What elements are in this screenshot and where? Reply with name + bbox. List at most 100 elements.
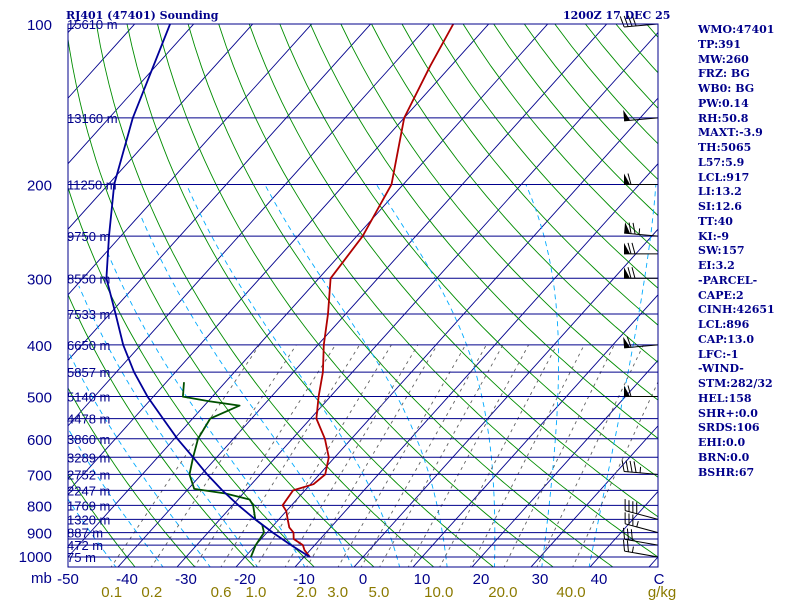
index-value: MW:260 bbox=[698, 52, 749, 66]
index-value: TP:391 bbox=[698, 37, 742, 51]
index-value: LCL:896 bbox=[698, 318, 750, 331]
wind-barb bbox=[624, 512, 659, 534]
grid-layer bbox=[0, 12, 658, 568]
plot-frame bbox=[67, 23, 659, 568]
temperature-tick-label: 0 bbox=[359, 571, 367, 588]
index-value: BRN:0.0 bbox=[698, 450, 750, 464]
mixing-ratio-line bbox=[469, 344, 585, 567]
isobar-layer bbox=[68, 23, 658, 558]
height-label: 2752 m bbox=[67, 467, 110, 482]
height-label: 3289 m bbox=[67, 450, 110, 465]
index-value: BSHR:67 bbox=[698, 465, 755, 479]
wind-barb-feather bbox=[623, 15, 629, 27]
temperature-tick-label: -40 bbox=[116, 571, 138, 588]
wind-barb-feather bbox=[627, 242, 632, 255]
indices-panel: WMO:47401 TP:391 MW:260 FRZ: BG WB0: BG PW:0.… bbox=[698, 23, 798, 480]
index-value: SRDS:106 bbox=[698, 421, 760, 435]
dry-adiabat-line bbox=[279, 24, 658, 478]
wind-barb bbox=[622, 539, 659, 558]
wind-barb-feather bbox=[621, 460, 625, 472]
dry-adiabat-line bbox=[68, 35, 375, 567]
mixing-ratio-label: 0.2 bbox=[141, 584, 162, 600]
wind-barb-feather bbox=[622, 527, 626, 540]
moist-adiabat-line bbox=[185, 184, 401, 567]
isotherm-line bbox=[68, 24, 431, 427]
mixing-ratio-line bbox=[306, 344, 438, 567]
index-value: -PARCEL- bbox=[698, 273, 758, 287]
pressure-unit-label: mb bbox=[31, 570, 52, 587]
index-value: SHR+:0.0 bbox=[698, 406, 758, 420]
isotherm-line bbox=[530, 425, 658, 567]
wind-barb bbox=[624, 242, 658, 255]
mixing-ratio-line bbox=[255, 344, 392, 567]
temperature-tick-label: 10 bbox=[414, 571, 431, 588]
index-value: SI:12.6 bbox=[698, 200, 742, 213]
pressure-tick-label: 200 bbox=[27, 177, 52, 194]
height-label: 8550 m bbox=[67, 271, 110, 286]
wind-barb-feather bbox=[622, 539, 626, 552]
mixing-ratio-line bbox=[379, 344, 504, 567]
moist-adiabat-line bbox=[376, 184, 496, 567]
wind-barb bbox=[624, 267, 658, 279]
moist-adiabat-line bbox=[588, 184, 657, 567]
index-value: STM:282/32 bbox=[698, 377, 773, 390]
temperature-tick-label: 40 bbox=[591, 571, 608, 588]
wind-barb-feather bbox=[633, 461, 637, 473]
isotherm-line bbox=[353, 228, 658, 567]
dry-adiabat-line bbox=[68, 387, 196, 567]
wind-barb-feather bbox=[619, 16, 625, 28]
pressure-tick-label: 700 bbox=[27, 467, 52, 484]
wind-barb-staff bbox=[625, 510, 659, 520]
wind-barb-feather bbox=[626, 528, 629, 540]
height-label: 2247 m bbox=[67, 483, 110, 498]
moist-adiabat-line bbox=[525, 184, 560, 567]
height-label: 9750 m bbox=[67, 229, 110, 244]
wind-barb-staff bbox=[625, 523, 659, 534]
isotherm-line bbox=[68, 24, 549, 558]
moist-adiabat-line bbox=[68, 427, 164, 567]
isotherm-line bbox=[294, 162, 658, 567]
height-label: 1769 m bbox=[67, 498, 110, 513]
wind-barb bbox=[624, 385, 658, 398]
temperature-unit-label: C bbox=[654, 571, 665, 588]
index-value: MAXT:-3.9 bbox=[698, 126, 763, 140]
wind-barb-layer bbox=[619, 15, 659, 558]
index-value: RH:50.8 bbox=[698, 111, 749, 125]
height-label: 13160 m bbox=[67, 111, 118, 126]
index-value: TT:40 bbox=[698, 214, 733, 228]
index-value: HEL:158 bbox=[698, 391, 752, 405]
dry-adiabat-line bbox=[462, 24, 658, 253]
mixing-ratio-line bbox=[110, 344, 260, 567]
wind-barb bbox=[621, 460, 659, 475]
dry-adiabat-line bbox=[68, 293, 256, 567]
dry-adiabat-line bbox=[248, 24, 658, 518]
index-value: EHI:0.0 bbox=[698, 436, 746, 449]
index-value: -WIND- bbox=[698, 362, 744, 376]
isotherm-line bbox=[68, 24, 372, 362]
index-value: EI:3.2 bbox=[698, 259, 735, 272]
wind-barb-half-feather bbox=[631, 546, 634, 553]
temperature-tick-label: -10 bbox=[293, 571, 315, 588]
wind-barb-feather bbox=[631, 267, 636, 279]
dry-adiabat-line bbox=[401, 24, 658, 326]
temperature-tick-label: -30 bbox=[175, 571, 197, 588]
wind-barb bbox=[622, 527, 659, 546]
mixing-ratio-label: 0.6 bbox=[211, 584, 232, 600]
mixing-ratio-line bbox=[337, 344, 466, 567]
isotherm-line bbox=[0, 12, 27, 568]
mixing-ratio-label: 2.0 bbox=[296, 584, 317, 600]
mixing-ratio-line bbox=[503, 344, 615, 567]
mixing-ratio-line bbox=[150, 344, 297, 567]
temperature-tick-label: 20 bbox=[473, 571, 490, 588]
height-label: 75 m bbox=[67, 550, 96, 565]
dry-adiabat-line bbox=[157, 24, 554, 567]
dry-adiabat-line bbox=[187, 24, 614, 567]
height-label: 887 m bbox=[67, 526, 103, 541]
pressure-tick-label: 800 bbox=[27, 498, 52, 515]
moist-adiabat-line bbox=[107, 253, 306, 567]
mixing-ratio-label: 10.0 bbox=[424, 584, 453, 600]
mixing-ratio-label: 5.0 bbox=[369, 584, 390, 600]
wind-barb-feather bbox=[626, 336, 632, 348]
index-value: PW:0.14 bbox=[698, 96, 749, 110]
